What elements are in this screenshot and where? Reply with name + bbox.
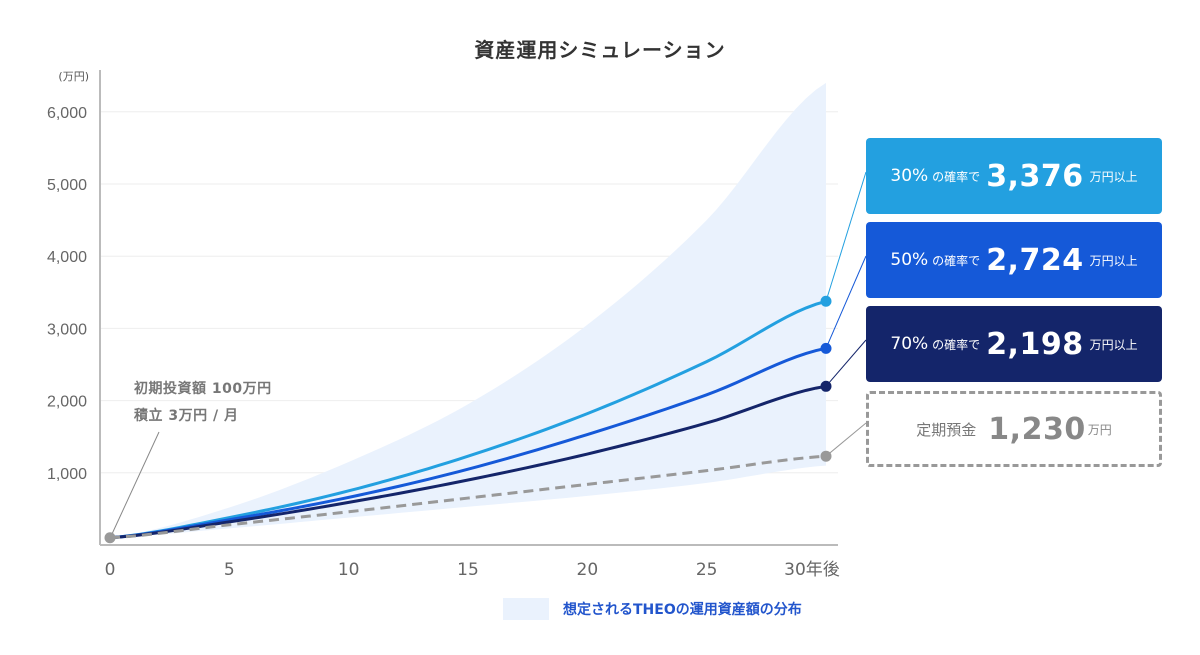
card-unit: 万円	[1087, 422, 1112, 437]
card-probability-text: の確率で	[932, 337, 981, 352]
legend-swatch-band	[503, 598, 549, 620]
result-card-70: 70% の確率で 2,198 万円以上	[866, 306, 1162, 382]
endpoint-marker-p70	[820, 380, 832, 392]
card-unit: 万円以上	[1089, 253, 1138, 268]
result-card-30: 30% の確率で 3,376 万円以上	[866, 138, 1162, 214]
x-tick-label: 15	[457, 560, 479, 580]
legend: 想定されるTHEOの運用資産額の分布	[503, 598, 802, 620]
connector-line-deposit	[825, 422, 867, 457]
x-tick-label: 10	[338, 560, 360, 580]
result-card-50: 50% の確率で 2,724 万円以上	[866, 222, 1162, 298]
card-value: 1,230	[988, 411, 1086, 447]
x-tick-label: 30年後	[784, 560, 840, 580]
chart-title: 資産運用シミュレーション	[474, 38, 726, 62]
x-tick-label: 25	[696, 560, 718, 580]
series-line-p30	[108, 299, 828, 540]
y-tick-label: 5,000	[47, 177, 87, 194]
card-unit: 万円以上	[1089, 169, 1138, 184]
result-card-deposit: 定期預金 1,230 万円	[866, 391, 1162, 467]
y-tick-label: 2,000	[47, 394, 87, 411]
card-unit: 万円以上	[1089, 337, 1138, 352]
card-value: 2,724	[986, 242, 1084, 278]
card-probability-text: の確率で	[932, 253, 981, 268]
y-tick-label: 1,000	[47, 466, 87, 483]
card-percent: 30%	[890, 166, 929, 186]
connector-line-p50	[825, 255, 867, 349]
annotation-pointer-line	[111, 431, 160, 535]
endpoint-marker-p30	[820, 295, 832, 307]
x-tick-label: 5	[224, 560, 235, 580]
series-line-p50	[108, 346, 828, 540]
x-tick-label: 20	[577, 560, 599, 580]
endpoint-marker-deposit	[820, 450, 832, 462]
annotation-initial-investment: 初期投資額 100万円	[134, 381, 272, 397]
series-line-deposit	[109, 454, 827, 540]
x-tick-label: 0	[105, 560, 116, 580]
series-line-p70	[108, 384, 828, 540]
card-probability-text: の確率で	[932, 169, 981, 184]
card-percent: 70%	[890, 334, 929, 354]
connector-line-p30	[825, 171, 867, 302]
y-tick-label: 6,000	[47, 105, 87, 122]
start-point-marker	[104, 532, 116, 544]
card-percent: 50%	[890, 250, 929, 270]
card-deposit-label: 定期預金	[916, 420, 977, 439]
y-axis-unit-label: (万円)	[58, 70, 89, 83]
distribution-band	[110, 82, 826, 538]
card-value: 3,376	[986, 158, 1084, 194]
legend-label-band: 想定されるTHEOの運用資産額の分布	[563, 602, 802, 618]
y-tick-label: 3,000	[47, 321, 87, 338]
endpoint-marker-p50	[820, 342, 832, 354]
annotation-monthly-contribution: 積立 3万円 / 月	[134, 408, 239, 424]
connector-line-p70	[825, 339, 867, 387]
y-tick-label: 4,000	[47, 249, 87, 266]
card-value: 2,198	[986, 326, 1084, 362]
